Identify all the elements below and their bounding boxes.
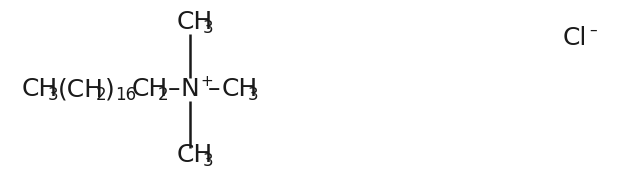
Text: CH: CH [177, 143, 213, 167]
Text: 2: 2 [158, 86, 168, 104]
Text: Cl: Cl [563, 26, 588, 50]
Text: –: – [589, 22, 596, 38]
Text: CH: CH [222, 77, 259, 101]
Text: (CH: (CH [58, 77, 104, 101]
Text: 3: 3 [248, 86, 259, 104]
Text: 3: 3 [48, 86, 59, 104]
Text: 3: 3 [203, 152, 214, 170]
Text: CH: CH [132, 77, 168, 101]
Text: ): ) [105, 77, 115, 101]
Text: +: + [200, 74, 212, 88]
Text: N: N [180, 77, 200, 101]
Text: CH: CH [22, 77, 58, 101]
Text: –: – [208, 77, 221, 101]
Text: CH: CH [177, 10, 213, 34]
Text: 2: 2 [96, 86, 107, 104]
Text: 3: 3 [203, 19, 214, 37]
Text: 16: 16 [115, 86, 136, 104]
Text: –: – [168, 77, 180, 101]
